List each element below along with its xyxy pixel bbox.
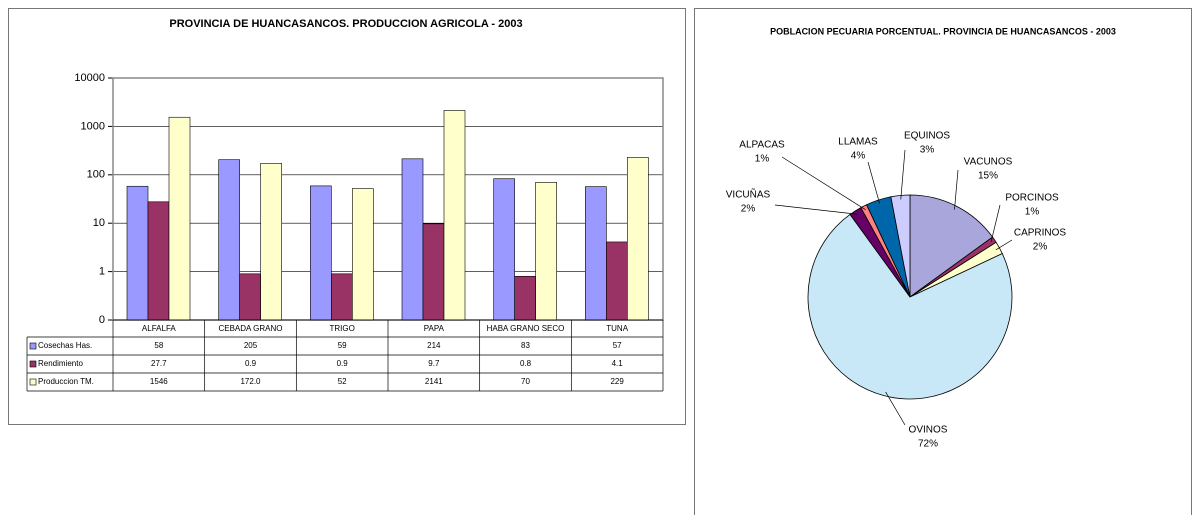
y-tick-label: 0 — [99, 314, 105, 326]
legend-swatch — [29, 378, 37, 386]
legend-label: Produccion TM. — [38, 377, 94, 386]
leader-line — [885, 391, 906, 426]
x-tick-label: TUNA — [606, 324, 628, 333]
slice-label: VICUÑAS — [726, 188, 771, 201]
bar — [514, 275, 536, 321]
bar — [168, 116, 191, 321]
table-value: 83 — [521, 341, 530, 350]
table-value: 229 — [610, 377, 624, 386]
bar — [627, 157, 649, 321]
table-value: 70 — [521, 377, 530, 386]
table-value: 1546 — [150, 377, 168, 386]
y-tick-label: 1 — [99, 266, 105, 278]
bar — [606, 241, 628, 321]
legend-swatch — [29, 342, 37, 350]
y-tick-label: 1000 — [81, 120, 105, 132]
bar — [443, 110, 466, 321]
table-value: 172.0 — [240, 377, 261, 386]
slice-value: 15% — [978, 171, 998, 182]
slice-label: PORCINOS — [1005, 193, 1059, 204]
table-value: 57 — [613, 341, 622, 350]
bar — [352, 188, 374, 321]
pie-slice — [909, 194, 994, 298]
slice-label: OVINOS — [909, 425, 948, 436]
bar — [239, 273, 261, 321]
slice-label: EQUINOS — [904, 131, 950, 142]
x-tick-label: PAPA — [424, 324, 445, 333]
leader-line — [867, 161, 881, 204]
leader-line — [781, 156, 866, 210]
table-value: 4.1 — [612, 359, 624, 368]
table-value: 2141 — [425, 377, 443, 386]
bar — [585, 186, 607, 321]
bar — [401, 158, 424, 321]
table-value: 205 — [244, 341, 258, 350]
bar — [535, 181, 557, 321]
slice-label: CAPRINOS — [1014, 228, 1067, 239]
y-tick-label: 10 — [93, 217, 105, 229]
table-value: 0.8 — [520, 359, 532, 368]
slice-value: 1% — [1025, 207, 1040, 218]
table-value: 9.7 — [428, 359, 440, 368]
bar — [260, 163, 282, 321]
bar — [218, 159, 240, 321]
slice-value: 2% — [741, 204, 756, 215]
leader-line — [995, 239, 1013, 251]
bar — [126, 185, 149, 321]
bar — [331, 273, 353, 321]
bar — [310, 185, 332, 321]
x-tick-label: TRIGO — [329, 324, 354, 333]
x-tick-label: ALFALFA — [142, 324, 176, 333]
legend-label: Rendimiento — [38, 359, 83, 368]
leader-line — [954, 169, 959, 210]
bar — [422, 223, 445, 321]
x-tick-label: HABA GRANO SECO — [487, 324, 565, 333]
chart-title: POBLACION PECUARIA PORCENTUAL. PROVINCIA… — [770, 26, 1116, 36]
table-value: 59 — [338, 341, 347, 350]
slice-value: 72% — [918, 439, 938, 450]
bar — [493, 178, 515, 321]
table-value: 214 — [427, 341, 441, 350]
slice-label: ALPACAS — [739, 140, 785, 151]
table-value: 0.9 — [245, 359, 257, 368]
legend-label: Cosechas Has. — [38, 341, 92, 350]
leader-line — [990, 204, 1001, 242]
pie-slice — [807, 213, 1013, 400]
legend-swatch — [29, 360, 37, 368]
leader-line — [774, 204, 858, 215]
pie-slice — [890, 194, 911, 298]
slice-label: VACUNOS — [964, 157, 1013, 168]
slice-value: 1% — [755, 154, 770, 165]
slice-value: 2% — [1033, 242, 1048, 253]
y-tick-label: 100 — [87, 169, 105, 181]
y-tick-label: 10000 — [74, 72, 105, 84]
table-value: 0.9 — [337, 359, 349, 368]
table-value: 27.7 — [151, 359, 167, 368]
slice-label: LLAMAS — [838, 137, 878, 148]
slice-value: 3% — [920, 145, 935, 156]
leader-line — [900, 149, 906, 200]
chart-title: PROVINCIA DE HUANCASANCOS. PRODUCCION AG… — [169, 18, 522, 30]
bar — [147, 201, 170, 321]
slice-value: 4% — [851, 151, 866, 162]
table-value: 58 — [154, 341, 163, 350]
x-tick-label: CEBADA GRANO — [218, 324, 282, 333]
table-value: 52 — [338, 377, 347, 386]
